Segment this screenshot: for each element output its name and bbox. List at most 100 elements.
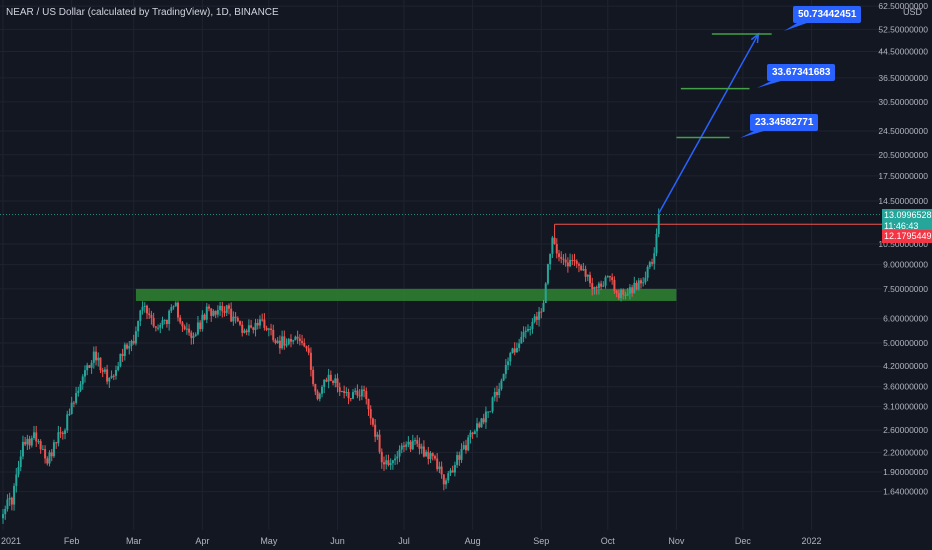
candle-body [427, 451, 430, 459]
candle-body [292, 340, 295, 342]
candle-body [236, 317, 239, 322]
candle-body [456, 455, 459, 465]
candle-body [52, 442, 55, 457]
candle-body [420, 446, 423, 449]
candle-body [360, 389, 363, 397]
candle-body [212, 310, 215, 316]
candle-body [385, 460, 388, 465]
candle-body [325, 379, 328, 382]
candle-body [471, 432, 474, 434]
price-axis-panel [882, 0, 932, 550]
candle-body [205, 306, 208, 320]
candle-body [203, 314, 206, 320]
candle-body [447, 473, 450, 481]
candle-body [533, 316, 536, 322]
candle-body [624, 294, 627, 296]
time-tick-label: 2022 [802, 536, 822, 546]
candle-body [86, 365, 89, 371]
candle-body [307, 348, 310, 353]
candle-body [97, 357, 100, 361]
candle-body [531, 321, 534, 330]
candle-body [458, 455, 461, 460]
candle-body [174, 302, 177, 307]
candle-body [573, 260, 576, 262]
candle-body [77, 390, 80, 393]
candle-body [59, 432, 62, 434]
candle-body [230, 308, 233, 322]
candle-body [518, 343, 521, 348]
candle-body [633, 282, 636, 294]
target-label-1[interactable]: 23.34582771 [750, 114, 819, 131]
candle-body [227, 305, 230, 309]
candle-body [30, 438, 33, 446]
candle-body [657, 214, 660, 234]
candle-body [37, 441, 40, 443]
candle-body [309, 352, 312, 370]
candle-body [604, 277, 607, 286]
candle-body [99, 357, 102, 371]
candle-body [639, 280, 642, 284]
candle-body [55, 442, 58, 444]
candle-body [245, 330, 248, 333]
candle-body [540, 311, 543, 313]
price-tick-label: 4.20000000 [883, 361, 928, 371]
candle-body [150, 315, 153, 318]
candle-body [600, 283, 603, 287]
candle-body [484, 411, 487, 423]
candle-body [580, 265, 583, 271]
candle-body [509, 353, 512, 362]
candle-body [92, 351, 95, 363]
target-label-2[interactable]: 33.67341683 [767, 64, 836, 81]
candle-body [642, 282, 645, 284]
price-tick-label: 17.50000000 [878, 171, 928, 181]
candle-body [558, 253, 561, 257]
candle-body [593, 287, 596, 290]
candle-body [524, 330, 527, 332]
target-label-3[interactable]: 50.73442451 [793, 6, 862, 23]
candle-body [210, 308, 213, 316]
candle-body [234, 316, 237, 318]
candle-body [560, 256, 563, 259]
candle-body [502, 374, 505, 381]
candle-body [387, 460, 390, 466]
candle-body [312, 369, 315, 385]
candle-body [566, 262, 569, 267]
candle-body [507, 361, 510, 366]
candle-body [411, 440, 414, 450]
candle-body [214, 310, 217, 315]
candle-body [462, 445, 465, 449]
candle-body [232, 316, 235, 322]
candle-body [132, 340, 135, 344]
candle-body [261, 319, 264, 321]
candle-body [628, 287, 631, 294]
candle-body [577, 263, 580, 266]
candle-body [72, 402, 75, 404]
countdown-value: 11:46:43 [884, 220, 919, 231]
candle-body [294, 336, 297, 341]
candle-body [551, 237, 554, 254]
time-tick-label: Oct [601, 536, 616, 546]
candle-body [602, 285, 605, 287]
candle-body [400, 445, 403, 450]
candle-body [589, 274, 592, 284]
candle-body [429, 453, 432, 459]
candle-body [201, 314, 204, 330]
candle-body [425, 451, 428, 457]
price-tick-label: 36.50000000 [878, 73, 928, 83]
candle-body [332, 380, 335, 384]
candle-body [139, 310, 142, 321]
candle-body [414, 440, 417, 442]
candle-body [108, 377, 111, 382]
candle-body [606, 276, 609, 278]
time-axis-panel [0, 530, 932, 550]
candle-body [396, 456, 399, 459]
candle-body [303, 342, 306, 347]
candle-body [289, 338, 292, 342]
candle-body [305, 346, 308, 349]
candle-body [10, 497, 13, 505]
candle-body [128, 346, 131, 349]
candle-body [343, 391, 346, 393]
candle-body [529, 329, 532, 331]
candle-body [495, 391, 498, 396]
